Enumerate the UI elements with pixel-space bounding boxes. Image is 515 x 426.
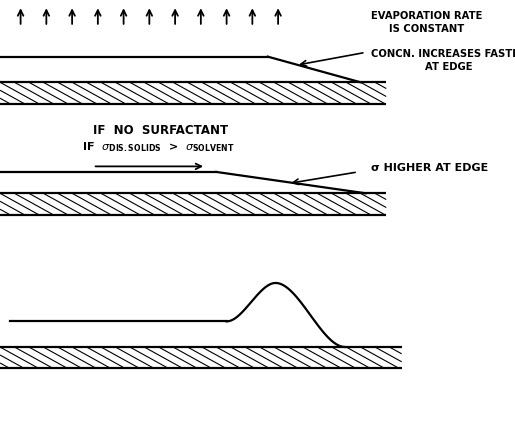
Text: IF  NO  SURFACTANT: IF NO SURFACTANT (93, 124, 228, 136)
Text: IF  $\sigma_{\mathregular{DIS. SOLIDS}}$  >  $\sigma_{\mathregular{SOLVENT}}$: IF $\sigma_{\mathregular{DIS. SOLIDS}}$ … (82, 140, 235, 154)
Text: CONCN. INCREASES FASTER
AT EDGE: CONCN. INCREASES FASTER AT EDGE (371, 49, 515, 72)
Text: σ HIGHER AT EDGE: σ HIGHER AT EDGE (371, 162, 488, 173)
Text: EVAPORATION RATE
IS CONSTANT: EVAPORATION RATE IS CONSTANT (371, 11, 482, 34)
